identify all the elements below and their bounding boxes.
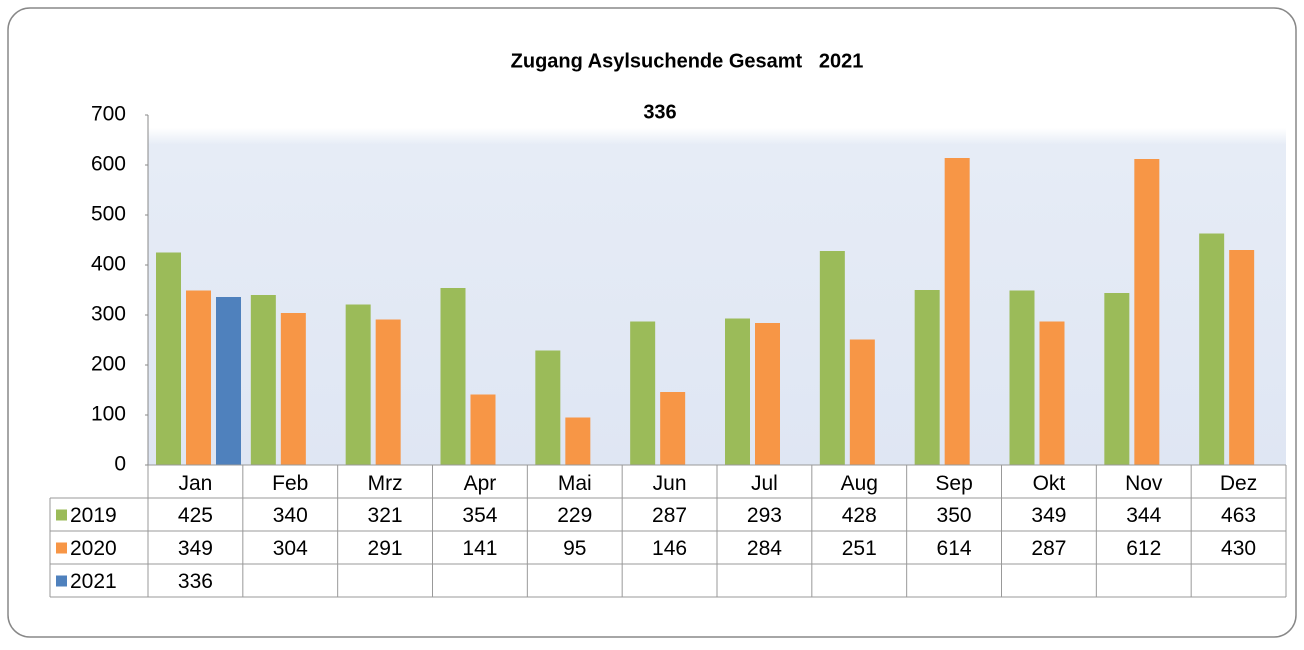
- x-tick-label: Mrz: [368, 472, 403, 495]
- bar: [1039, 321, 1065, 465]
- bar: [280, 313, 306, 465]
- bar: [944, 158, 970, 465]
- y-tick-label: 300: [91, 303, 126, 326]
- x-tick-label: Mai: [558, 472, 592, 495]
- table-cell: 291: [368, 537, 403, 560]
- table-cell: 293: [747, 504, 782, 527]
- bar: [1199, 233, 1225, 465]
- bar: [755, 323, 780, 465]
- bar: [156, 252, 181, 465]
- chart-subtitle: 336: [643, 101, 676, 123]
- x-tick-label: Sep: [935, 472, 972, 495]
- bar: [216, 297, 241, 465]
- y-tick-label: 600: [91, 153, 126, 176]
- table-cell: 612: [1126, 537, 1161, 560]
- table-cell: 304: [273, 537, 308, 560]
- chart-title: Zugang Asylsuchende Gesamt 2021: [511, 50, 864, 72]
- y-tick-label: 200: [91, 353, 126, 376]
- table-cell: 251: [842, 537, 877, 560]
- table-cell: 284: [747, 537, 782, 560]
- bar: [725, 318, 750, 465]
- bar: [630, 321, 656, 465]
- bar: [1104, 293, 1130, 465]
- table-cell: 463: [1221, 504, 1256, 527]
- table-cell: 336: [178, 570, 213, 593]
- bar: [186, 290, 211, 465]
- y-tick-label: 100: [91, 403, 126, 426]
- bar: [660, 392, 686, 465]
- x-tick-label: Jun: [653, 472, 687, 495]
- bar: [440, 288, 466, 465]
- x-tick-label: Jul: [751, 472, 778, 495]
- bar: [1134, 159, 1160, 465]
- bar: [470, 394, 496, 465]
- bar: [1229, 250, 1255, 465]
- table-cell: 229: [557, 504, 592, 527]
- x-tick-label: Aug: [841, 472, 878, 495]
- table-cell: 287: [1031, 537, 1066, 560]
- y-tick-label: 400: [91, 253, 126, 276]
- bar: [1009, 290, 1035, 465]
- table-cell: 350: [937, 504, 972, 527]
- y-tick-label: 700: [91, 103, 126, 126]
- x-tick-label: Dez: [1220, 472, 1257, 495]
- legend-swatch: [56, 542, 67, 554]
- table-cell: 141: [462, 537, 497, 560]
- table-cell: 354: [462, 504, 497, 527]
- legend-label: 2019: [70, 504, 117, 527]
- table-cell: 287: [652, 504, 687, 527]
- x-tick-label: Nov: [1125, 472, 1163, 495]
- table-cell: 344: [1126, 504, 1161, 527]
- x-tick-label: Feb: [272, 472, 308, 495]
- y-tick-label: 500: [91, 203, 126, 226]
- legend-swatch: [56, 575, 67, 587]
- bar: [375, 319, 401, 465]
- x-tick-label: Okt: [1033, 472, 1066, 495]
- x-tick-label: Jan: [178, 472, 212, 495]
- table-cell: 95: [563, 537, 586, 560]
- table-cell: 146: [652, 537, 687, 560]
- plot-background: [148, 128, 1286, 465]
- legend-label: 2021: [70, 570, 117, 593]
- table-cell: 428: [842, 504, 877, 527]
- y-tick-label: 0: [114, 453, 126, 476]
- bar: [535, 350, 561, 465]
- table-cell: 425: [178, 504, 213, 527]
- table-cell: 614: [937, 537, 972, 560]
- bar: [565, 417, 591, 465]
- bar: [849, 339, 875, 465]
- table-cell: 321: [368, 504, 403, 527]
- bar: [345, 304, 371, 465]
- bar: [914, 290, 940, 465]
- x-tick-label: Apr: [464, 472, 497, 495]
- table-cell: 349: [178, 537, 213, 560]
- bar: [819, 251, 845, 465]
- table-cell: 430: [1221, 537, 1256, 560]
- bar: [250, 295, 276, 465]
- table-cell: 340: [273, 504, 308, 527]
- legend-label: 2020: [70, 537, 117, 560]
- legend-swatch: [56, 509, 67, 521]
- table-cell: 349: [1031, 504, 1066, 527]
